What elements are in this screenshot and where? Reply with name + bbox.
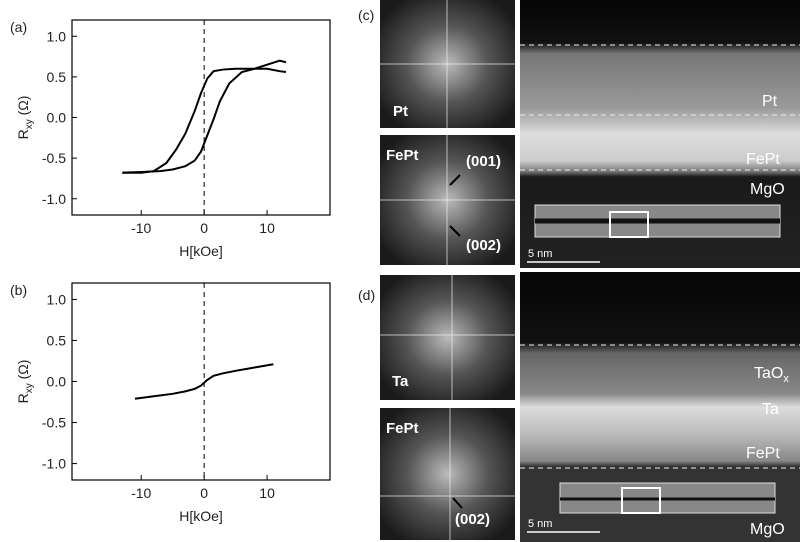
y-tick-label: 1.0	[47, 28, 67, 44]
layer-label: TaOx	[754, 365, 789, 385]
y-axis-label: Rxy (Ω)	[15, 360, 35, 404]
x-tick-label: -10	[131, 485, 151, 501]
x-tick-label: 10	[259, 220, 275, 236]
fft-image	[380, 275, 515, 400]
layer-label: Pt	[762, 93, 778, 110]
plot-frame	[71, 19, 331, 216]
layer-label: FePt	[746, 445, 780, 462]
y-tick-label: -1.0	[42, 191, 66, 207]
x-tick-label: 0	[200, 485, 208, 501]
panel-label: (a)	[10, 19, 27, 35]
fft-image	[380, 408, 515, 540]
y-tick-label: -0.5	[42, 415, 66, 431]
y-axis-label-part: (Ω)	[15, 360, 31, 384]
y-axis-label-part: R	[15, 393, 31, 403]
y-axis-label-part: (Ω)	[15, 96, 31, 120]
layer-label: Ta	[762, 401, 779, 418]
panel-label: (b)	[10, 282, 27, 298]
layer-label-part: TaO	[754, 365, 783, 382]
y-tick-label: 0.0	[47, 110, 67, 126]
y-tick-label: 0.5	[47, 69, 67, 85]
spot-label: (001)	[466, 153, 501, 170]
haadf-images	[520, 0, 800, 542]
y-axis-label: Rxy (Ω)	[15, 96, 35, 140]
layer-label: MgO	[750, 181, 785, 198]
x-tick-label: -10	[131, 220, 151, 236]
spot-label: (002)	[466, 237, 501, 254]
y-tick-label: -0.5	[42, 150, 66, 166]
y-tick-label: 0.5	[47, 332, 67, 348]
y-tick-label: -1.0	[42, 456, 66, 472]
data-line	[122, 67, 287, 174]
x-tick-label: 0	[200, 220, 208, 236]
y-axis-label-part: xy	[24, 383, 35, 393]
layer-label: MgO	[750, 521, 785, 538]
panel-label: (d)	[358, 287, 375, 303]
fft-label: Pt	[393, 103, 408, 120]
y-axis-label-part: xy	[24, 119, 35, 129]
y-tick-label: 1.0	[47, 291, 67, 307]
y-tick-label: 0.0	[47, 374, 67, 390]
y-axis-label-part: R	[15, 129, 31, 139]
scale-bar-label: 5 nm	[528, 248, 552, 260]
spot-label: (002)	[455, 511, 490, 528]
x-tick-label: 10	[259, 485, 275, 501]
fft-label: FePt	[386, 147, 419, 164]
data-line	[134, 363, 274, 400]
x-axis-label: H[kOe]	[179, 508, 223, 524]
x-axis-label: H[kOe]	[179, 243, 223, 259]
fft-label: FePt	[386, 420, 419, 437]
plot-frame	[71, 282, 331, 481]
layer-label: FePt	[746, 151, 780, 168]
fft-label: Ta	[392, 373, 409, 390]
data-line	[122, 59, 287, 174]
scale-bar-label: 5 nm	[528, 518, 552, 530]
panel-label: (c)	[358, 7, 374, 23]
fft-images	[380, 0, 515, 540]
layer-label-sub: x	[783, 373, 789, 385]
